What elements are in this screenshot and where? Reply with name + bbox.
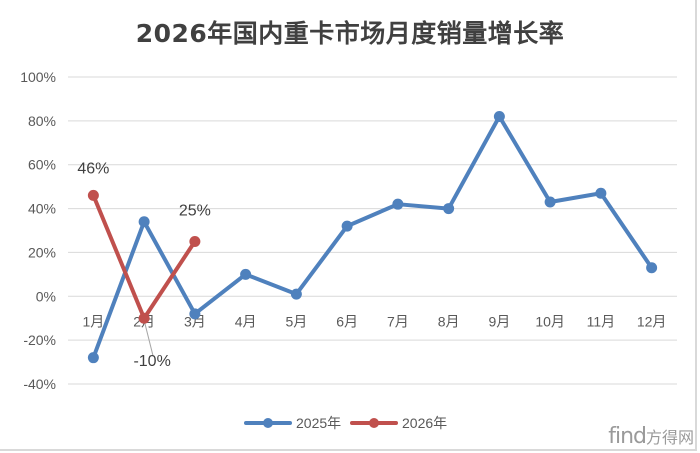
data-point-marker <box>392 198 404 210</box>
data-point-marker <box>544 196 556 208</box>
data-label-leader-line <box>143 320 154 357</box>
data-point-marker <box>240 268 252 280</box>
data-point-marker <box>443 203 455 215</box>
data-point-marker <box>87 189 99 201</box>
y-tick-label: 20% <box>28 244 56 260</box>
data-point-marker <box>189 235 201 247</box>
data-point-marker <box>87 352 99 364</box>
chart-title: 2026年国内重卡市场月度销量增长率 <box>135 19 565 48</box>
x-tick-label: 5月 <box>285 313 307 329</box>
legend-marker-icon <box>263 418 273 428</box>
x-tick-label: 12月 <box>637 313 667 329</box>
x-tick-label: 7月 <box>387 313 409 329</box>
data-point-marker <box>341 220 353 232</box>
data-point-marker <box>138 312 150 324</box>
data-point-marker <box>138 216 150 228</box>
x-tick-label: 4月 <box>235 313 257 329</box>
x-tick-label: 11月 <box>587 313 616 329</box>
y-tick-label: 100% <box>20 69 56 85</box>
x-tick-label: 3月 <box>184 313 206 329</box>
data-label: 46% <box>77 160 109 177</box>
x-tick-label: 10月 <box>535 313 565 329</box>
y-tick-label: 0% <box>36 288 56 304</box>
y-tick-label: -20% <box>23 332 56 348</box>
data-label: 25% <box>179 202 211 219</box>
x-tick-label: 8月 <box>438 313 460 329</box>
data-point-marker <box>290 288 302 300</box>
data-point-marker <box>493 110 505 122</box>
y-tick-label: 60% <box>28 157 56 173</box>
series-line-2025年 <box>91 114 654 360</box>
data-point-marker <box>189 308 201 320</box>
legend-marker-icon <box>369 418 379 428</box>
y-tick-label: -40% <box>23 376 56 392</box>
data-label: -10% <box>133 353 170 370</box>
data-point-marker <box>595 187 607 199</box>
x-tick-label: 1月 <box>82 313 104 329</box>
x-tick-label: 9月 <box>488 313 510 329</box>
y-tick-label: 80% <box>28 113 56 129</box>
x-tick-label: 6月 <box>336 313 358 329</box>
legend-label: 2026年 <box>402 415 447 431</box>
y-tick-label: 40% <box>28 201 56 217</box>
legend-label: 2025年 <box>296 415 341 431</box>
watermark-logo: find方得网 <box>608 424 694 449</box>
data-point-marker <box>646 262 658 274</box>
